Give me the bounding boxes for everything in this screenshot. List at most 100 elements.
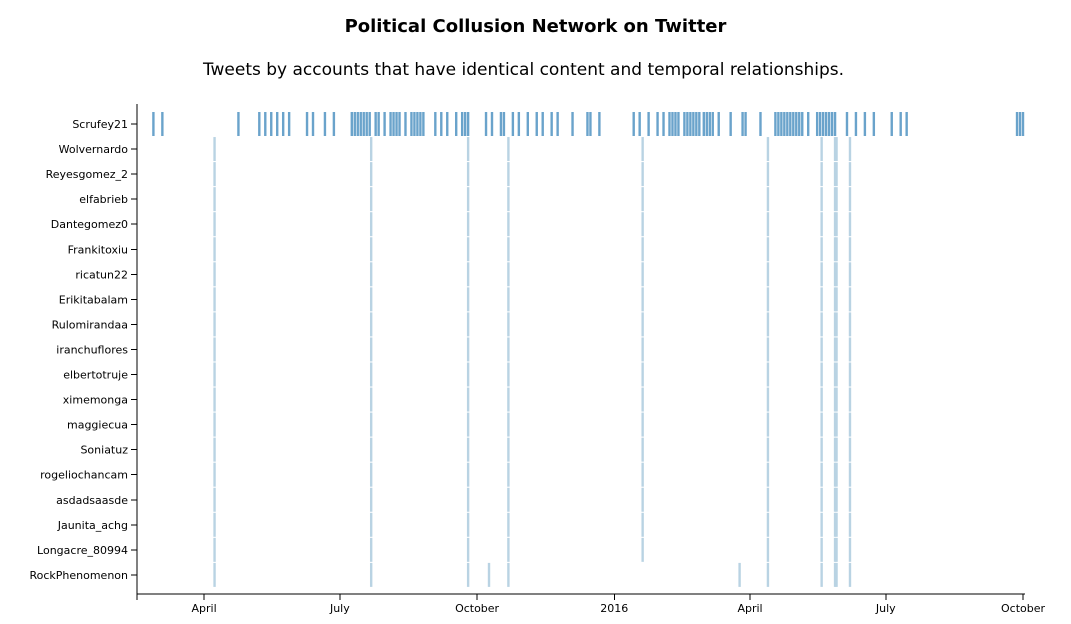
tweet-mark <box>550 112 553 136</box>
tweet-mark <box>213 537 216 562</box>
tweet-mark <box>632 112 635 136</box>
tweet-mark <box>777 112 780 136</box>
account-row <box>213 312 852 337</box>
tweet-mark <box>818 112 822 136</box>
tweet-mark <box>833 212 837 237</box>
tweet-mark <box>662 112 665 136</box>
account-row <box>213 537 852 562</box>
tweet-mark <box>674 112 677 136</box>
account-label: Dantegomez0 <box>51 218 128 231</box>
tweet-mark <box>711 112 714 136</box>
tweet-mark <box>466 162 470 187</box>
tweet-mark <box>848 187 852 212</box>
account-row <box>213 487 852 512</box>
tweet-mark <box>835 237 838 262</box>
tweet-mark <box>820 312 823 337</box>
tweet-mark <box>863 112 867 136</box>
tweet-mark <box>686 112 689 136</box>
tweet-mark <box>369 437 373 462</box>
tweet-mark <box>466 512 470 537</box>
tweet-mark <box>766 212 770 237</box>
tweet-mark <box>535 112 538 136</box>
tweet-mark <box>820 387 823 412</box>
tweet-mark <box>833 412 837 437</box>
tweet-mark <box>833 487 837 512</box>
tweet-mark <box>413 112 416 136</box>
tweet-mark <box>213 287 216 312</box>
tweet-mark <box>377 112 380 136</box>
tweet-mark <box>356 112 359 136</box>
tweet-mark <box>466 537 470 562</box>
tweet-mark <box>820 487 823 512</box>
tweet-mark <box>152 112 155 136</box>
tweet-mark <box>507 562 510 587</box>
tweet-mark <box>383 112 386 136</box>
tweet-mark <box>820 287 823 312</box>
tweet-mark <box>369 212 373 237</box>
tweet-mark <box>835 287 838 312</box>
tweet-mark <box>365 112 368 136</box>
tweet-mark <box>213 487 216 512</box>
tweet-mark <box>848 487 852 512</box>
tweet-mark <box>848 162 852 187</box>
x-tick-label: July <box>329 602 350 615</box>
tweet-mark <box>507 487 510 512</box>
tweet-mark <box>507 462 510 487</box>
tweet-mark <box>369 562 373 587</box>
tweet-mark <box>466 362 470 387</box>
tweet-mark <box>766 187 770 212</box>
tweet-mark <box>692 112 695 136</box>
account-label: elbertotruje <box>63 369 128 382</box>
tweet-mark <box>641 412 644 437</box>
tweet-mark <box>835 537 838 562</box>
tweet-mark <box>332 112 336 136</box>
tweet-mark <box>833 237 837 262</box>
tweet-mark <box>848 512 852 537</box>
tweet-mark <box>213 312 216 337</box>
tweet-mark <box>833 312 837 337</box>
tweet-mark <box>820 437 823 462</box>
tweet-mark <box>369 137 373 162</box>
tweet-mark <box>369 362 373 387</box>
tweet-mark <box>830 112 834 136</box>
x-axis: April July October 2016 April July October <box>136 593 1045 615</box>
account-label: RockPhenomenon <box>29 569 128 582</box>
tweet-mark <box>854 112 858 136</box>
tweet-mark <box>641 362 644 387</box>
account-row <box>152 112 1025 136</box>
account-label: iranchuflores <box>56 343 128 356</box>
tweet-mark <box>213 387 216 412</box>
account-label: Wolvernardo <box>59 143 129 156</box>
tweet-mark <box>835 312 838 337</box>
tweet-mark <box>833 362 837 387</box>
tweet-mark <box>237 112 240 136</box>
tweet-mark <box>807 112 810 136</box>
tweet-mark <box>598 112 601 136</box>
tweet-mark <box>833 262 837 287</box>
tweet-mark <box>833 337 837 362</box>
tweet-mark <box>641 487 644 512</box>
tweet-mark <box>507 187 510 212</box>
tweet-mark <box>641 287 644 312</box>
tweet-mark <box>821 112 825 136</box>
tweet-mark <box>783 112 786 136</box>
tweet-mark <box>835 137 838 162</box>
tweet-mark <box>820 212 823 237</box>
x-tick-label: 2016 <box>600 602 628 615</box>
tweet-mark <box>833 387 837 412</box>
x-tick-label: October <box>1001 602 1045 615</box>
tweet-mark <box>466 312 470 337</box>
tweet-mark <box>460 112 464 136</box>
tweet-mark <box>890 112 893 136</box>
tweet-mark <box>484 112 488 136</box>
tweet-mark <box>668 112 671 136</box>
tweet-mark <box>369 262 373 287</box>
tweet-mark <box>466 287 470 312</box>
tweet-mark <box>507 512 510 537</box>
tweet-mark <box>466 337 470 362</box>
tweet-mark <box>766 387 770 412</box>
tweet-mark <box>835 387 838 412</box>
tweet-mark <box>526 112 529 136</box>
tweet-mark <box>287 112 291 136</box>
account-row <box>213 362 852 387</box>
